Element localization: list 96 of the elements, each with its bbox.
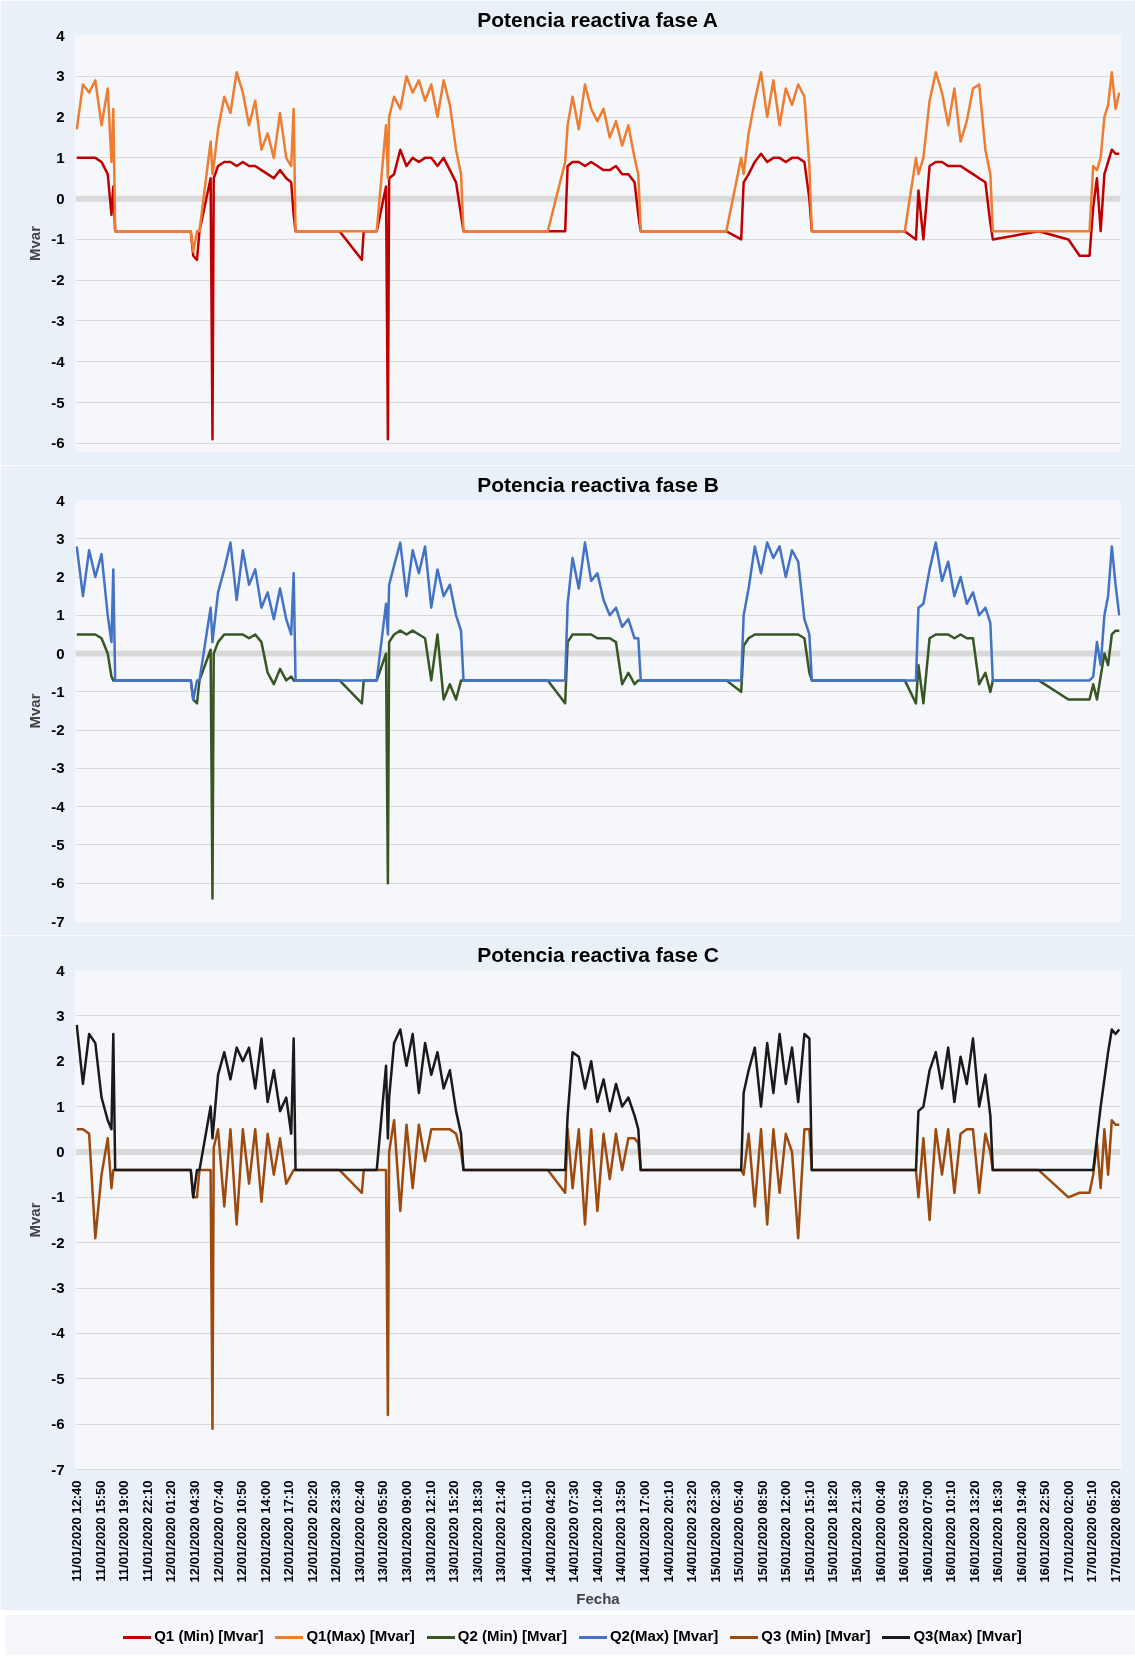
x-tick-label: 15/01/2020 15:10 (801, 1480, 817, 1583)
x-axis-title: Fecha (576, 1590, 621, 1608)
x-tick-label: 16/01/2020 10:10 (943, 1480, 959, 1583)
x-tick-label: 17/01/2020 05:10 (1084, 1480, 1100, 1583)
y-tick-label: -5 (51, 393, 65, 411)
legend-label: Q3 (Min) [Mvar] (760, 1627, 871, 1644)
y-tick-label: -6 (51, 1415, 65, 1433)
y-tick-label: -3 (51, 1279, 65, 1297)
line-series (75, 70, 1121, 253)
legend-label: Q1(Max) [Mvar] (305, 1627, 415, 1644)
x-tick-label: 16/01/2020 03:50 (896, 1480, 912, 1583)
x-tick-label: 15/01/2020 08:50 (754, 1480, 770, 1583)
y-tick-label: 1 (56, 1097, 65, 1115)
x-tick-label: 15/01/2020 18:20 (825, 1480, 841, 1583)
x-tick-label: 13/01/2020 15:20 (446, 1480, 462, 1583)
x-tick-label: 14/01/2020 10:40 (589, 1480, 605, 1583)
x-tick-label: 12/01/2020 07:40 (210, 1480, 226, 1583)
y-tick-label: 3 (56, 67, 65, 85)
x-tick-label: 14/01/2020 17:00 (636, 1480, 652, 1583)
y-tick-label: -3 (51, 759, 65, 777)
y-tick-label: 1 (56, 148, 65, 166)
line-series (75, 541, 1121, 701)
y-tick-label: 4 (56, 961, 66, 979)
x-tick-label: 16/01/2020 19:40 (1013, 1480, 1029, 1583)
y-tick-label: -1 (51, 682, 65, 700)
x-tick-label: 14/01/2020 13:50 (613, 1480, 629, 1583)
x-tick-label: 16/01/2020 13:20 (966, 1480, 982, 1583)
y-axis-title: Mvar (26, 225, 44, 262)
y-tick-label: 3 (56, 529, 65, 547)
x-tick-label: 14/01/2020 23:20 (684, 1480, 700, 1583)
y-tick-label: -6 (51, 874, 65, 892)
line-series (75, 1023, 1121, 1199)
y-tick-label: -4 (51, 797, 66, 815)
x-tick-label: 13/01/2020 21:40 (493, 1480, 509, 1583)
y-tick-label: 2 (56, 1052, 65, 1070)
x-tick-label: 15/01/2020 12:00 (778, 1480, 794, 1583)
y-tick-label: -4 (51, 352, 66, 370)
x-tick-label: 11/01/2020 19:00 (116, 1480, 132, 1582)
x-tick-label: 15/01/2020 05:40 (731, 1480, 747, 1583)
legend-label: Q2 (Min) [Mvar] (456, 1627, 567, 1644)
y-axis-title: Mvar (26, 693, 44, 729)
x-tick-label: 13/01/2020 02:40 (351, 1480, 367, 1583)
x-tick-label: 16/01/2020 22:50 (1037, 1480, 1053, 1583)
chart-title: Potencia reactiva fase B (477, 472, 719, 496)
x-tick-label: 11/01/2020 12:40 (69, 1480, 85, 1582)
y-tick-label: 0 (56, 189, 65, 207)
x-tick-label: 12/01/2020 23:30 (328, 1480, 344, 1583)
x-tick-label: 13/01/2020 09:00 (398, 1480, 414, 1583)
x-tick-label: 15/01/2020 21:30 (848, 1480, 864, 1583)
x-tick-label: 17/01/2020 08:20 (1108, 1480, 1124, 1583)
y-tick-label: -2 (51, 271, 65, 289)
legend-label: Q2(Max) [Mvar] (608, 1627, 719, 1644)
y-tick-label: -2 (51, 1233, 65, 1251)
x-tick-label: 12/01/2020 14:00 (257, 1480, 273, 1583)
y-tick-label: 2 (56, 568, 65, 586)
x-tick-label: 14/01/2020 20:10 (660, 1480, 676, 1583)
x-tick-label: 13/01/2020 05:50 (375, 1480, 391, 1583)
x-tick-label: 12/01/2020 17:10 (281, 1480, 297, 1583)
chart-title: Potencia reactiva fase A (477, 7, 719, 31)
y-tick-label: -5 (51, 1369, 65, 1387)
x-tick-label: 15/01/2020 02:30 (707, 1480, 723, 1583)
y-tick-label: 2 (56, 108, 65, 126)
chart-title: Potencia reactiva fase C (477, 942, 719, 966)
y-tick-label: 4 (56, 491, 66, 509)
x-tick-label: 16/01/2020 16:30 (990, 1480, 1006, 1583)
x-tick-label: 17/01/2020 02:00 (1060, 1480, 1076, 1583)
x-tick-label: 13/01/2020 18:30 (469, 1480, 485, 1583)
y-tick-label: 3 (56, 1006, 65, 1024)
x-tick-label: 11/01/2020 15:50 (92, 1480, 108, 1582)
legend-label: Q3(Max) [Mvar] (912, 1627, 1022, 1644)
x-tick-label: 16/01/2020 00:40 (872, 1480, 888, 1583)
y-tick-label: 0 (56, 644, 65, 662)
y-tick-label: -7 (51, 912, 65, 930)
y-axis-title: Mvar (26, 1202, 44, 1238)
y-tick-label: -7 (51, 1460, 65, 1478)
x-tick-label: 13/01/2020 12:10 (422, 1480, 438, 1583)
y-tick-label: 0 (56, 1142, 65, 1160)
y-tick-label: -3 (51, 311, 65, 329)
x-tick-label: 12/01/2020 20:20 (304, 1480, 320, 1583)
x-tick-label: 12/01/2020 01:20 (163, 1480, 179, 1583)
y-tick-label: -2 (51, 721, 65, 739)
x-tick-label: 12/01/2020 04:30 (187, 1480, 202, 1583)
legend-label: Q1 (Min) [Mvar] (153, 1627, 264, 1644)
x-tick-label: 14/01/2020 01:10 (519, 1480, 535, 1583)
x-tick-label: 16/01/2020 07:00 (919, 1480, 935, 1583)
y-tick-label: -1 (51, 230, 65, 248)
y-tick-label: 4 (56, 26, 66, 44)
x-tick-label: 11/01/2020 22:10 (139, 1480, 155, 1582)
x-tick-label: 14/01/2020 07:30 (566, 1480, 582, 1583)
y-tick-label: -1 (51, 1188, 65, 1206)
y-tick-label: -5 (51, 835, 65, 853)
x-tick-label: 12/01/2020 10:50 (234, 1480, 250, 1583)
y-tick-label: 1 (56, 606, 65, 624)
y-tick-label: -6 (51, 434, 65, 452)
y-tick-label: -4 (51, 1324, 66, 1342)
x-tick-label: 14/01/2020 04:20 (542, 1480, 558, 1583)
